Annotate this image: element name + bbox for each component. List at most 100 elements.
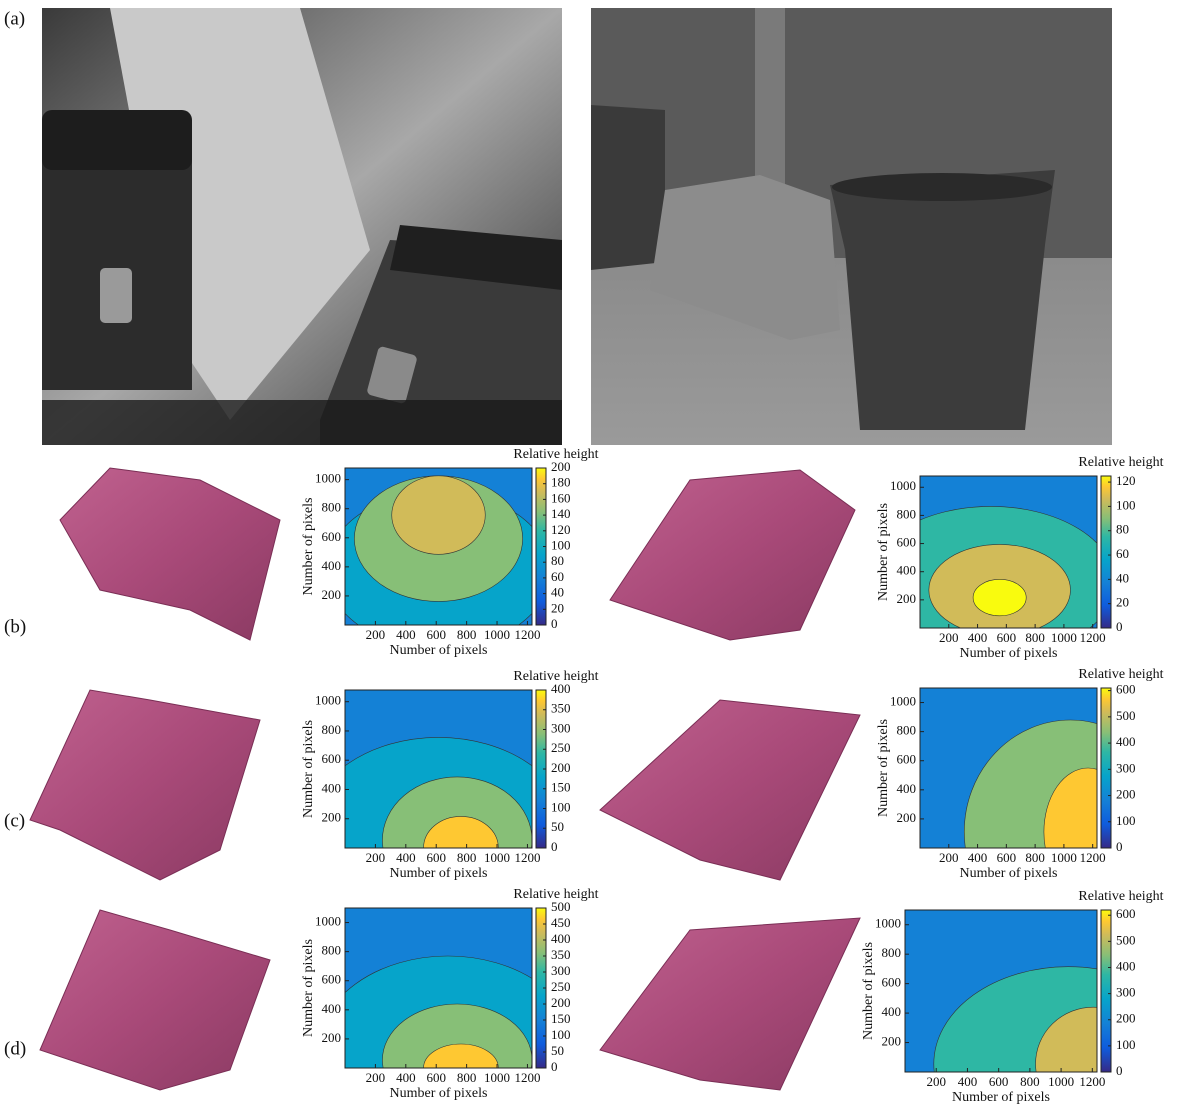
panel-label: (c) xyxy=(4,810,25,831)
y-tick-label: 400 xyxy=(897,563,917,578)
x-tick-label: 600 xyxy=(426,850,446,865)
colorbar-tick-label: 300 xyxy=(1116,760,1136,775)
y-tick-label: 200 xyxy=(322,810,342,825)
colorbar-tick-label: 0 xyxy=(551,839,558,854)
x-axis-label: Number of pixels xyxy=(390,1086,488,1101)
x-axis-label: Number of pixels xyxy=(960,866,1058,881)
colorbar-tick-label: 350 xyxy=(551,947,571,962)
photo-left xyxy=(42,8,562,445)
surface-render xyxy=(40,910,270,1090)
colorbar-tick-label: 50 xyxy=(551,1043,564,1058)
y-tick-label: 600 xyxy=(897,752,917,767)
colorbar-tick-label: 60 xyxy=(1116,546,1129,561)
colorbar-tick-label: 600 xyxy=(1116,682,1136,697)
x-tick-label: 1000 xyxy=(1051,630,1077,645)
colorbar-tick-label: 100 xyxy=(1116,1037,1136,1052)
colorbar-tick-label: 160 xyxy=(551,490,571,505)
colorbar-tick-label: 20 xyxy=(551,600,564,615)
y-axis-label: Number of pixels xyxy=(861,942,876,1040)
colorbar-title: Relative height xyxy=(513,669,598,684)
y-tick-label: 600 xyxy=(322,972,342,987)
x-axis-label: Number of pixels xyxy=(952,1090,1050,1105)
x-tick-label: 800 xyxy=(457,850,477,865)
x-tick-label: 400 xyxy=(396,1070,416,1085)
x-tick-label: 1000 xyxy=(1048,1074,1074,1089)
x-tick-label: 600 xyxy=(989,1074,1009,1089)
x-tick-label: 400 xyxy=(958,1074,978,1089)
surface-render xyxy=(610,470,855,640)
x-axis-label: Number of pixels xyxy=(390,643,488,658)
colorbar-tick-label: 150 xyxy=(551,1011,571,1026)
colorbar-tick-label: 150 xyxy=(551,780,571,795)
y-axis-label: Number of pixels xyxy=(301,720,316,818)
x-tick-label: 1200 xyxy=(1080,630,1106,645)
colorbar-tick-label: 100 xyxy=(1116,813,1136,828)
y-axis-label: Number of pixels xyxy=(876,719,891,817)
y-tick-label: 200 xyxy=(882,1034,902,1049)
y-tick-label: 1000 xyxy=(890,694,916,709)
colorbar-tick-label: 300 xyxy=(551,963,571,978)
contour-region xyxy=(973,579,1026,615)
x-tick-label: 400 xyxy=(968,630,988,645)
colorbar-tick-label: 400 xyxy=(551,931,571,946)
x-tick-label: 1200 xyxy=(514,1070,540,1085)
y-tick-label: 200 xyxy=(897,810,917,825)
y-tick-label: 600 xyxy=(882,975,902,990)
y-tick-label: 800 xyxy=(322,500,342,515)
colorbar-tick-label: 40 xyxy=(551,585,564,600)
y-tick-label: 600 xyxy=(897,535,917,550)
x-tick-label: 1000 xyxy=(484,1070,510,1085)
x-tick-label: 800 xyxy=(457,1070,477,1085)
surface-render xyxy=(600,700,860,880)
x-tick-label: 1000 xyxy=(484,627,510,642)
x-tick-label: 200 xyxy=(939,850,959,865)
colorbar-tick-label: 50 xyxy=(551,819,564,834)
colorbar-tick-label: 180 xyxy=(551,475,571,490)
colorbar-tick-label: 120 xyxy=(1116,473,1136,488)
x-tick-label: 200 xyxy=(366,627,386,642)
x-tick-label: 400 xyxy=(968,850,988,865)
colorbar xyxy=(1101,910,1111,1072)
x-tick-label: 200 xyxy=(366,850,386,865)
x-tick-label: 800 xyxy=(1025,630,1045,645)
colorbar-tick-label: 140 xyxy=(551,506,571,521)
colorbar-tick-label: 200 xyxy=(1116,787,1136,802)
colorbar-tick-label: 250 xyxy=(551,979,571,994)
contour-region xyxy=(392,476,486,555)
x-tick-label: 1000 xyxy=(1051,850,1077,865)
y-tick-label: 200 xyxy=(322,1030,342,1045)
colorbar-tick-label: 600 xyxy=(1116,906,1136,921)
y-tick-label: 400 xyxy=(322,780,342,795)
x-tick-label: 1200 xyxy=(1079,1074,1105,1089)
panel-label: (b) xyxy=(4,616,26,637)
y-tick-label: 600 xyxy=(322,529,342,544)
colorbar-title: Relative height xyxy=(513,447,598,462)
colorbar-tick-label: 450 xyxy=(551,915,571,930)
x-axis-label: Number of pixels xyxy=(960,646,1058,661)
x-tick-label: 1200 xyxy=(514,850,540,865)
colorbar-tick-label: 0 xyxy=(551,616,558,631)
x-tick-label: 200 xyxy=(926,1074,946,1089)
colorbar-title: Relative height xyxy=(1078,455,1163,470)
photo-right xyxy=(591,8,1112,445)
y-tick-label: 400 xyxy=(882,1004,902,1019)
colorbar-title: Relative height xyxy=(1078,667,1163,682)
x-tick-label: 1200 xyxy=(514,627,540,642)
colorbar-tick-label: 200 xyxy=(1116,1011,1136,1026)
y-tick-label: 600 xyxy=(322,751,342,766)
y-tick-label: 400 xyxy=(322,1001,342,1016)
x-tick-label: 600 xyxy=(997,850,1017,865)
colorbar-tick-label: 40 xyxy=(1116,570,1129,585)
colorbar-tick-label: 0 xyxy=(1116,1063,1123,1078)
colorbar-tick-label: 100 xyxy=(551,1027,571,1042)
y-axis-label: Number of pixels xyxy=(301,498,316,596)
y-tick-label: 1000 xyxy=(315,914,341,929)
colorbar-title: Relative height xyxy=(1078,889,1163,904)
y-tick-label: 800 xyxy=(882,945,902,960)
colorbar-tick-label: 300 xyxy=(1116,985,1136,1000)
colorbar-tick-label: 200 xyxy=(551,995,571,1010)
colorbar-title: Relative height xyxy=(513,887,598,902)
x-tick-label: 600 xyxy=(426,627,446,642)
colorbar-tick-label: 350 xyxy=(551,701,571,716)
colorbar-tick-label: 400 xyxy=(1116,734,1136,749)
